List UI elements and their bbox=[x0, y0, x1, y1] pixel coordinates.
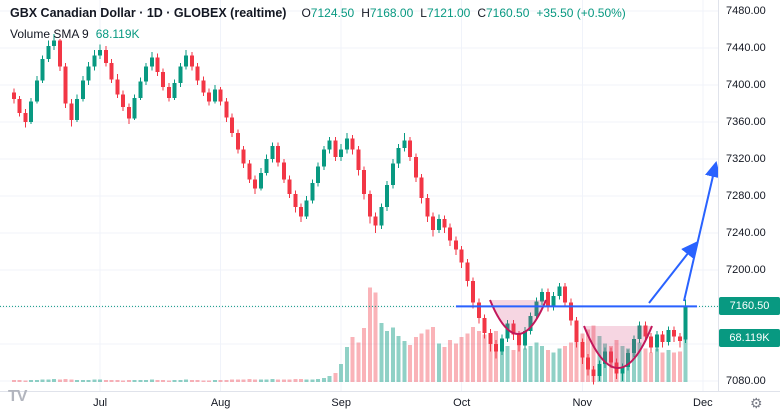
price-axis-label: 7400.00 bbox=[726, 79, 766, 92]
price-axis-label: 7480.00 bbox=[726, 5, 766, 18]
price-axis-label: 7080.00 bbox=[726, 374, 766, 387]
price-axis-label: 7240.00 bbox=[726, 226, 766, 239]
gear-icon[interactable]: ⚙ bbox=[750, 395, 763, 411]
time-axis-label: Oct bbox=[453, 397, 471, 409]
time-axis-label: Jul bbox=[93, 397, 108, 409]
ohlc-high: H7168.00 bbox=[361, 6, 414, 20]
grid bbox=[0, 0, 718, 391]
time-axis-label: Dec bbox=[693, 397, 713, 409]
tradingview-logo[interactable]: TV bbox=[8, 388, 27, 405]
price-axis-label: 7280.00 bbox=[726, 189, 766, 202]
cup-pattern-drawing[interactable] bbox=[489, 299, 547, 335]
time-axis[interactable]: Jul Aug Sep Oct Nov Dec bbox=[0, 391, 780, 416]
current-price-badge: 7160.50 bbox=[719, 297, 780, 316]
volume-indicator-value: 68.119K bbox=[95, 27, 140, 41]
chart-canvas[interactable] bbox=[0, 0, 718, 391]
cup-pattern-drawing[interactable] bbox=[583, 325, 653, 369]
ohlc-low: L7121.00 bbox=[420, 6, 471, 20]
time-axis-label: Aug bbox=[210, 397, 231, 409]
volume-badge: 68.119K bbox=[719, 329, 780, 348]
legend-row-volume: Volume SMA 9 68.119K bbox=[10, 27, 626, 41]
price-axis[interactable]: 7160.50 68.119K 7480.00 7440.00 7400.00 736… bbox=[718, 0, 780, 391]
time-axis-label: Sep bbox=[331, 397, 351, 409]
ohlc-close: C7160.50 bbox=[477, 6, 530, 20]
legend-row-main: GBX Canadian Dollar · 1D · GLOBEX (realt… bbox=[10, 6, 626, 20]
projection-arrow-drawing[interactable] bbox=[648, 241, 698, 304]
projection-arrow-drawing[interactable] bbox=[683, 161, 718, 302]
volume-indicator-label[interactable]: Volume SMA 9 bbox=[10, 27, 89, 41]
time-axis-label: Nov bbox=[572, 397, 593, 409]
price-axis-label: 7360.00 bbox=[726, 116, 766, 128]
price-change: +35.50 (+0.50%) bbox=[536, 6, 626, 20]
legend: GBX Canadian Dollar · 1D · GLOBEX (realt… bbox=[10, 6, 626, 41]
symbol-title[interactable]: GBX Canadian Dollar · 1D · GLOBEX (realt… bbox=[10, 6, 287, 20]
price-axis-label: 7440.00 bbox=[726, 42, 766, 55]
ohlc-open: O7124.50 bbox=[301, 6, 355, 20]
price-axis-label: 7320.00 bbox=[726, 152, 766, 165]
price-axis-label: 7200.00 bbox=[726, 263, 766, 276]
